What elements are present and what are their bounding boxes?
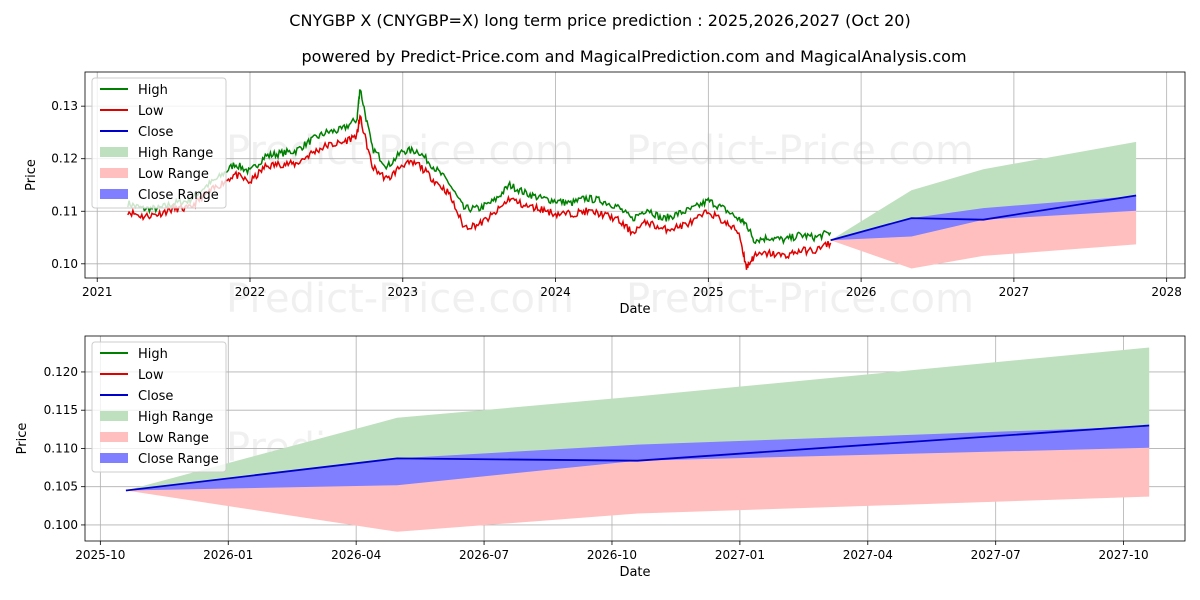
watermark-text: Predict-Price.com bbox=[626, 276, 974, 322]
chart-subtitle: powered by Predict-Price.com and Magical… bbox=[301, 47, 966, 66]
x-tick-label: 2027-01 bbox=[715, 548, 765, 562]
legend-label: High bbox=[138, 347, 168, 362]
x-tick-label: 2027 bbox=[999, 285, 1030, 299]
legend-label: Close bbox=[138, 125, 173, 140]
x-tick-label: 2026 bbox=[846, 285, 877, 299]
y-tick-label: 0.115 bbox=[44, 403, 78, 417]
x-tick-label: 2025-10 bbox=[75, 548, 125, 562]
legend-label: Close bbox=[138, 389, 173, 404]
legend-label: Low bbox=[138, 368, 164, 383]
y-tick-label: 0.10 bbox=[51, 257, 78, 271]
close-series-line bbox=[830, 194, 1137, 242]
legend-label: High Range bbox=[138, 146, 213, 161]
y-tick-label: 0.13 bbox=[51, 99, 78, 113]
watermark-text: Predict-Price.com bbox=[226, 276, 574, 322]
close-series-line bbox=[125, 424, 1150, 492]
legend: High Low Close High Range Low Range Close Ran… bbox=[91, 341, 227, 473]
legend-label: Low Range bbox=[138, 167, 209, 182]
high-range-area bbox=[830, 141, 1137, 241]
legend-swatch bbox=[100, 432, 128, 442]
legend-swatch bbox=[100, 411, 128, 421]
x-tick-label: 2027-07 bbox=[971, 548, 1021, 562]
y-tick-label: 0.11 bbox=[51, 204, 78, 218]
legend-label: Low bbox=[138, 104, 164, 119]
legend-swatch bbox=[100, 189, 128, 199]
long-term-panel: Predict-Price.com Predict-Price.com Predic… bbox=[24, 71, 1186, 322]
y-tick-label: 0.12 bbox=[51, 152, 78, 166]
y-tick-label: 0.120 bbox=[44, 365, 78, 379]
x-tick-label: 2021 bbox=[82, 285, 113, 299]
y-tick-label: 0.100 bbox=[44, 518, 78, 532]
x-tick-label: 2027-10 bbox=[1099, 548, 1149, 562]
legend-label: High Range bbox=[138, 410, 213, 425]
y-axis-label: Price bbox=[15, 423, 30, 455]
forecast-zoom-panel: Predict-Price.comPredict-Price.com2025-1… bbox=[15, 335, 1186, 580]
x-axis-label: Date bbox=[619, 302, 650, 317]
x-tick-label: 2023 bbox=[388, 285, 419, 299]
x-tick-label: 2026-01 bbox=[203, 548, 253, 562]
x-tick-label: 2024 bbox=[540, 285, 571, 299]
low-series-line bbox=[127, 114, 832, 270]
legend-swatch bbox=[100, 453, 128, 463]
legend-swatch bbox=[100, 168, 128, 178]
x-tick-label: 2026-07 bbox=[459, 548, 509, 562]
x-tick-label: 2022 bbox=[235, 285, 266, 299]
y-tick-label: 0.105 bbox=[44, 480, 78, 494]
legend-swatch bbox=[100, 147, 128, 157]
x-tick-label: 2025 bbox=[693, 285, 724, 299]
x-tick-label: 2026-04 bbox=[331, 548, 381, 562]
y-tick-label: 0.110 bbox=[44, 441, 78, 455]
legend-label: Low Range bbox=[138, 431, 209, 446]
chart-title: CNYGBP X (CNYGBP=X) long term price pred… bbox=[289, 11, 910, 30]
plot-area bbox=[127, 89, 1137, 270]
legend-label: High bbox=[138, 83, 168, 98]
x-tick-label: 2026-10 bbox=[587, 548, 637, 562]
y-axis-label: Price bbox=[24, 159, 39, 191]
legend-label: Close Range bbox=[138, 188, 219, 203]
legend-label: Close Range bbox=[138, 452, 219, 467]
x-tick-label: 2027-04 bbox=[843, 548, 893, 562]
plot-area bbox=[125, 347, 1150, 532]
high-range-area bbox=[125, 347, 1150, 491]
x-axis-label: Date bbox=[619, 565, 650, 580]
axes-frame bbox=[84, 71, 1186, 279]
high-series-line bbox=[127, 89, 832, 246]
x-tick-label: 2028 bbox=[1151, 285, 1182, 299]
axes-frame bbox=[84, 335, 1186, 542]
watermark-text: Predict-Price.com bbox=[626, 128, 974, 174]
legend: High Low Close High Range Low Range Close Ran… bbox=[91, 77, 227, 209]
